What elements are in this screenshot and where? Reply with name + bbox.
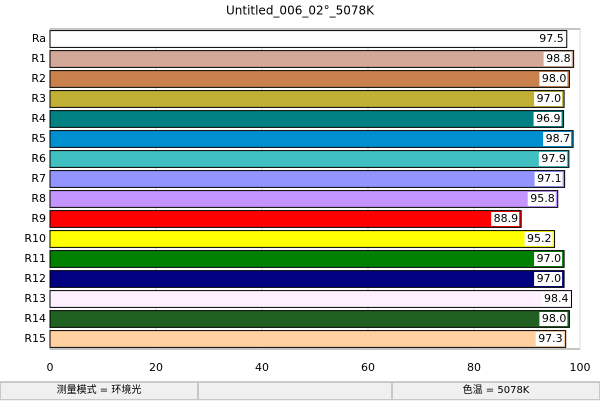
y-tick-label: R1	[31, 52, 46, 65]
bar	[49, 90, 565, 108]
value-label: 98.0	[542, 72, 567, 85]
value-label: 97.1	[537, 172, 562, 185]
y-tick-label: R6	[31, 152, 46, 165]
value-label-bg	[536, 32, 565, 46]
y-tick-label: R12	[24, 272, 46, 285]
value-label-bg	[527, 192, 556, 206]
value-label-bg	[539, 312, 568, 326]
value-label: 98.4	[544, 292, 569, 305]
value-label-bg	[541, 292, 570, 306]
value-label-bg	[543, 52, 572, 66]
value-label: 97.0	[537, 252, 562, 265]
value-label: 95.8	[530, 192, 555, 205]
value-label: 96.9	[536, 112, 561, 125]
value-label-bg	[538, 152, 567, 166]
chart-title: Untitled_006_02°_5078K	[226, 4, 375, 18]
value-label: 97.0	[537, 272, 562, 285]
status-mode: 测量模式 = 环境光	[0, 382, 198, 400]
x-tick-label: 80	[467, 361, 481, 374]
y-tick-label: R8	[31, 192, 46, 205]
y-tick-label: R15	[24, 332, 46, 345]
status-empty	[198, 382, 392, 400]
bar	[49, 270, 565, 288]
y-tick-label: R11	[24, 252, 46, 265]
bar	[49, 50, 575, 68]
x-tick-label: 20	[149, 361, 163, 374]
x-tick-label: 60	[361, 361, 375, 374]
value-label: 97.3	[538, 332, 563, 345]
value-label: 98.7	[546, 132, 571, 145]
value-label: 98.0	[542, 312, 567, 325]
y-tick-label: R10	[24, 232, 46, 245]
y-tick-label: R3	[31, 92, 46, 105]
bar	[49, 310, 570, 328]
y-tick-label: R13	[24, 292, 46, 305]
bar	[49, 290, 573, 308]
status-cct: 色温 = 5078K	[392, 382, 600, 400]
chart: Untitled_006_02°_5078K 0 20 40 60 80 100 Ra 97.…	[24, 4, 591, 375]
value-label-bg	[534, 252, 563, 266]
bar	[49, 30, 568, 48]
value-label-bg	[534, 272, 563, 286]
y-tick-label: R9	[31, 212, 46, 225]
value-label: 95.2	[527, 232, 552, 245]
x-tick-label: 0	[47, 361, 54, 374]
bar	[49, 330, 567, 348]
value-label: 98.8	[546, 52, 571, 65]
y-tick-label: R2	[31, 72, 46, 85]
x-tick-label: 100	[570, 361, 591, 374]
bar	[49, 110, 565, 128]
bar	[49, 190, 559, 208]
bar	[49, 150, 570, 168]
bar	[49, 250, 565, 268]
value-label-bg	[539, 72, 568, 86]
y-tick-label: R4	[31, 112, 46, 125]
value-label-bg	[491, 212, 520, 226]
bar	[49, 70, 570, 88]
y-tick-label: R14	[24, 312, 46, 325]
bar	[49, 170, 566, 188]
y-tick-label: Ra	[32, 32, 46, 45]
status-bar: 测量模式 = 环境光 色温 = 5078K	[0, 381, 600, 401]
bar	[49, 230, 556, 248]
value-label: 97.5	[539, 32, 564, 45]
x-tick-label: 40	[255, 361, 269, 374]
bar	[49, 210, 522, 228]
value-label: 88.9	[494, 212, 519, 225]
value-label-bg	[535, 332, 564, 346]
value-label-bg	[524, 232, 553, 246]
bar	[49, 130, 574, 148]
value-label-bg	[543, 132, 572, 146]
value-label: 97.9	[541, 152, 566, 165]
y-tick-label: R7	[31, 172, 46, 185]
value-label-bg	[533, 112, 562, 126]
value-label-bg	[534, 92, 563, 106]
y-tick-label: R5	[31, 132, 46, 145]
value-label: 97.0	[537, 92, 562, 105]
value-label-bg	[534, 172, 563, 186]
